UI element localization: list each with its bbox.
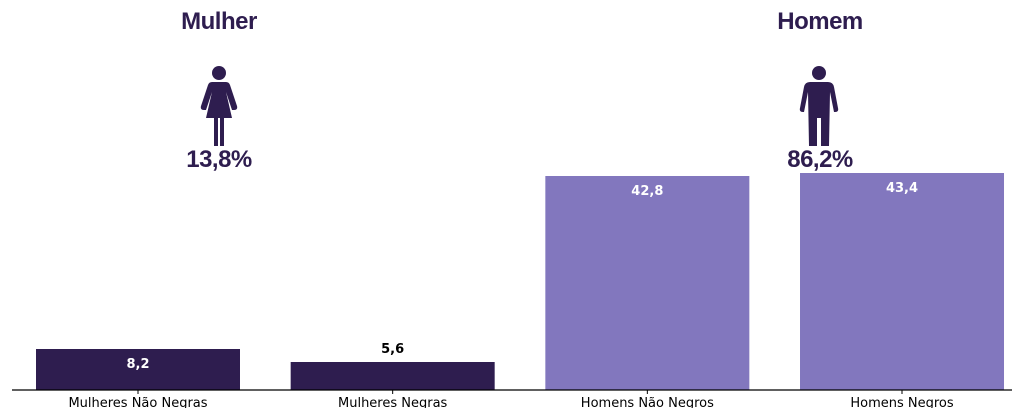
x-tick-label-3: Homens Negros: [850, 396, 954, 408]
male-person-icon: [799, 66, 839, 146]
male-percentage: 86,2%: [787, 146, 853, 173]
bar-value-label-3: 43,4: [886, 181, 918, 196]
bar-2: [545, 176, 750, 390]
bar-1: [290, 362, 495, 390]
female-percentage: 13,8%: [186, 146, 252, 173]
bar-value-label-2: 42,8: [631, 184, 663, 199]
x-tick-label-2: Homens Não Negros: [581, 396, 714, 408]
bar-value-label-1: 5,6: [381, 342, 404, 357]
bar-value-label-0: 8,2: [126, 357, 149, 372]
x-tick-label-1: Mulheres Negras: [338, 396, 448, 408]
bar-0: [36, 349, 240, 390]
x-tick-label-0: Mulheres Não Negras: [68, 396, 207, 408]
female-title: Mulher: [181, 8, 257, 35]
female-person-icon: [200, 66, 238, 146]
male-title: Homem: [777, 8, 863, 35]
bar-3: [800, 173, 1005, 390]
